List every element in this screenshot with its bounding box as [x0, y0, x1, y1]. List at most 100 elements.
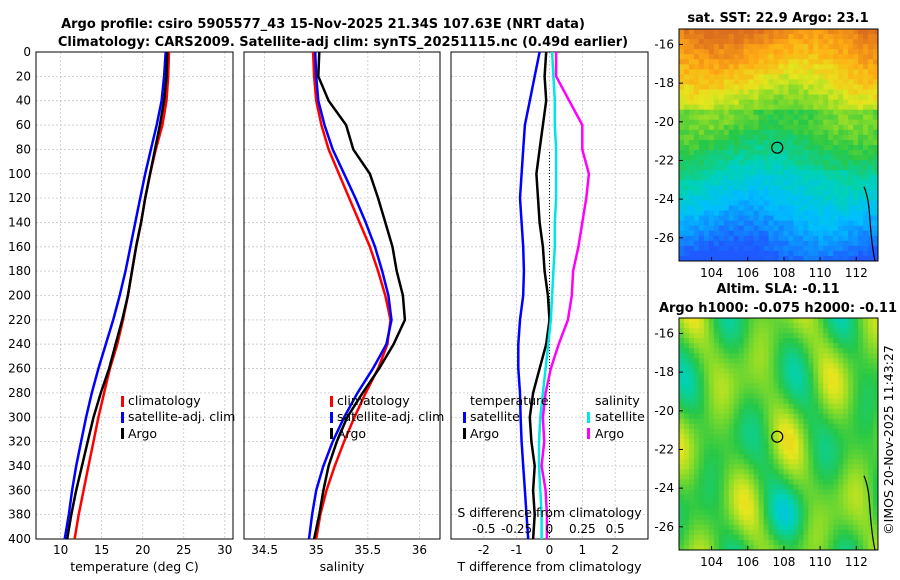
map-cell — [758, 49, 765, 55]
map-cell — [693, 54, 700, 60]
map-cell — [858, 59, 864, 65]
map-cell — [813, 155, 819, 161]
map-cell — [778, 245, 785, 252]
map-cell — [798, 489, 804, 496]
map-cell — [778, 64, 785, 70]
map-cell — [828, 54, 834, 60]
map-cell — [748, 323, 755, 329]
map-cell — [868, 145, 874, 151]
map-cell — [688, 250, 695, 257]
map-cell — [873, 114, 878, 121]
map-cell — [688, 94, 695, 101]
map-cell — [803, 64, 809, 70]
map-cell — [808, 408, 814, 415]
map-cell — [858, 150, 864, 156]
map-cell — [728, 119, 735, 126]
map-cell — [753, 428, 760, 435]
map-cell — [718, 524, 725, 531]
map-cell — [808, 230, 814, 237]
map-cell — [723, 434, 730, 440]
map-cell — [863, 84, 869, 91]
map-cell — [813, 190, 819, 197]
map-cell — [703, 459, 710, 465]
map-cell — [833, 180, 839, 186]
map-cell — [808, 418, 814, 425]
top-tick-label: 0 — [546, 522, 554, 536]
map-cell — [693, 484, 700, 491]
map-cell — [753, 459, 760, 465]
map-cell — [693, 378, 700, 385]
map-cell — [679, 29, 685, 35]
map-cell — [753, 205, 760, 212]
coastline — [863, 186, 876, 261]
map-cell — [813, 205, 819, 212]
map-cell — [793, 353, 799, 359]
map-cell — [713, 383, 720, 390]
map-cell — [818, 363, 824, 370]
map-cell — [748, 190, 755, 197]
map-cell — [698, 499, 705, 506]
map-cell — [679, 539, 685, 546]
map-cell — [738, 54, 745, 60]
map-cell — [733, 190, 740, 197]
map-cell — [813, 245, 819, 252]
map-cell — [703, 439, 710, 445]
map-cell — [718, 348, 725, 354]
map-cell — [698, 358, 705, 364]
map-cell — [743, 499, 750, 506]
map-cell — [803, 210, 809, 217]
map-cell — [698, 323, 705, 329]
map-cell — [808, 64, 814, 70]
map-cell — [778, 388, 785, 395]
map-cell — [853, 393, 859, 400]
map-cell — [683, 230, 690, 237]
y-tick-label: 320 — [8, 435, 31, 449]
map-cell — [748, 220, 755, 227]
map-cell — [693, 454, 700, 460]
map-cell — [803, 99, 809, 106]
map-cell — [813, 474, 819, 480]
map-cell — [753, 155, 760, 161]
map-cell — [763, 220, 770, 227]
map-cell — [708, 69, 715, 75]
map-cell — [853, 250, 859, 257]
map-cell — [808, 109, 814, 116]
map-cell — [758, 474, 765, 480]
map-cell — [723, 439, 730, 445]
map-cell — [813, 504, 819, 511]
map-cell — [848, 353, 854, 359]
map-cell — [833, 160, 839, 166]
map-cell — [748, 34, 755, 40]
map-cell — [798, 373, 804, 380]
map-cell — [798, 534, 804, 541]
map-cell — [788, 74, 795, 81]
map-cell — [713, 504, 720, 511]
map-cell — [683, 479, 690, 486]
map-cell — [848, 190, 854, 197]
map-cell — [688, 469, 695, 475]
map-cell — [723, 348, 730, 354]
map-cell — [778, 155, 785, 161]
map-cell — [728, 180, 735, 186]
map-cell — [773, 200, 780, 207]
map-cell — [773, 529, 780, 536]
map-cell — [708, 160, 715, 166]
map-cell — [813, 59, 819, 65]
map-cell — [723, 524, 730, 531]
map-cell — [763, 190, 770, 197]
map-cell — [753, 454, 760, 460]
map-cell — [718, 439, 725, 445]
map-cell — [823, 423, 829, 430]
map-cell — [698, 195, 705, 202]
map-cell — [803, 318, 809, 324]
map-cell — [728, 250, 735, 257]
map-cell — [818, 150, 824, 156]
map-cell — [693, 240, 700, 247]
y-tick-label: 360 — [8, 483, 31, 497]
map-cell — [853, 54, 859, 60]
map-cell — [768, 250, 775, 257]
map-cell — [778, 464, 785, 470]
map-cell — [738, 534, 745, 541]
map-cell — [743, 180, 750, 186]
map-cell — [693, 200, 700, 207]
